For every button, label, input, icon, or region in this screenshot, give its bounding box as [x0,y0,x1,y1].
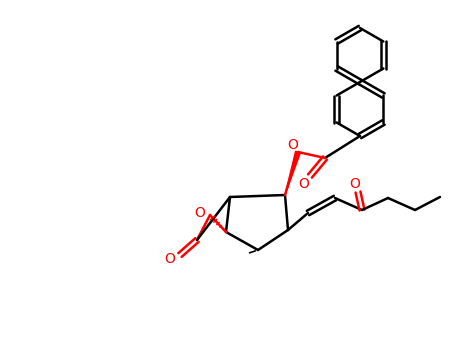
Text: O: O [165,252,176,266]
Polygon shape [285,151,300,195]
Text: O: O [195,206,206,220]
Text: O: O [298,177,309,191]
Text: O: O [349,177,360,191]
Text: O: O [288,138,298,152]
